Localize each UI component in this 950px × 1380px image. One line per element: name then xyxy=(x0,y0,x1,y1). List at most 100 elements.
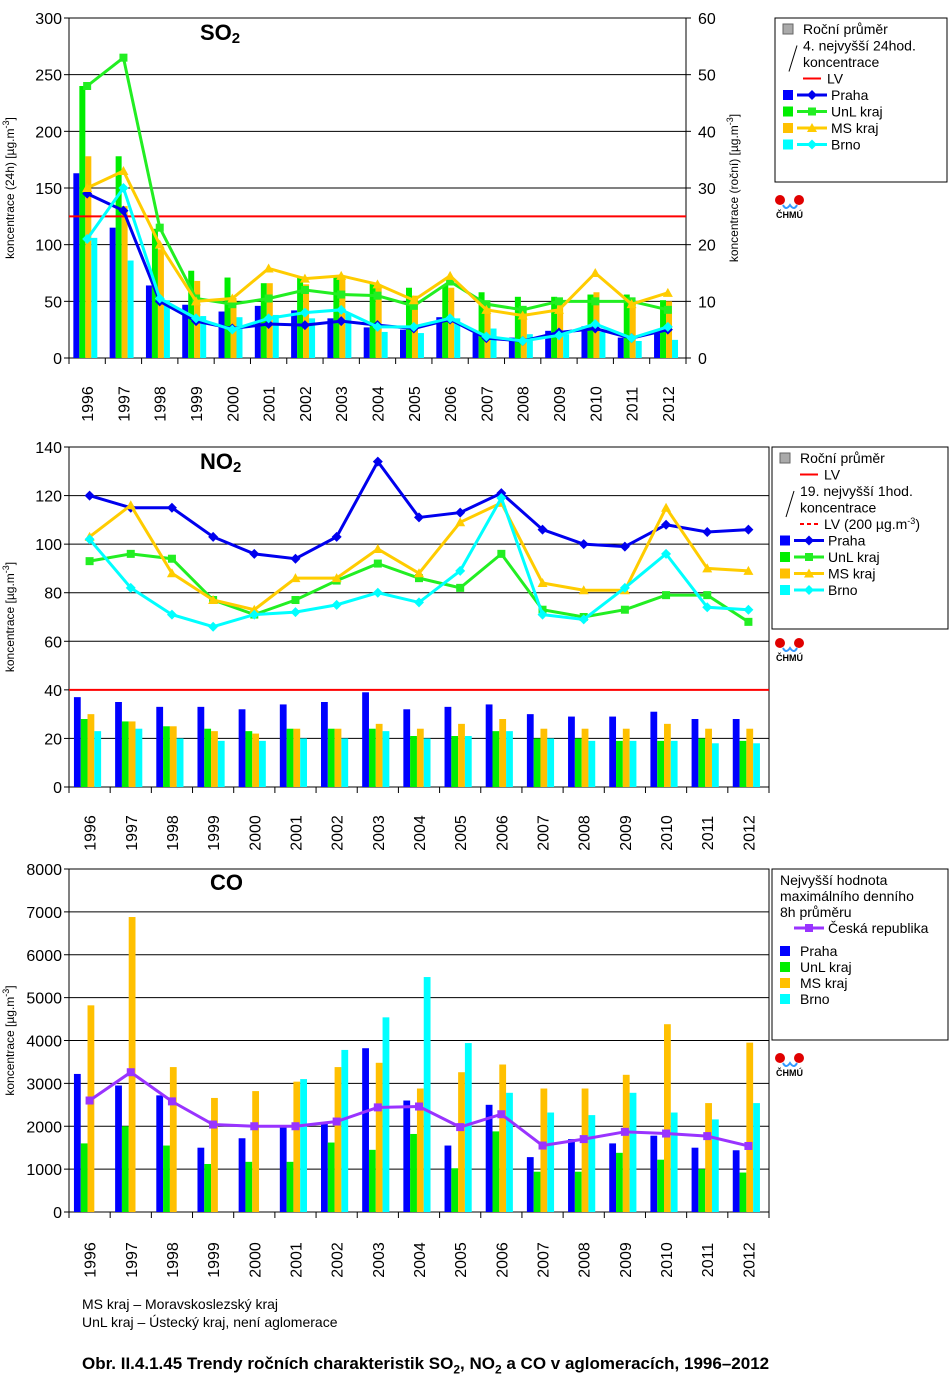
bar-ms-kraj xyxy=(581,1088,589,1212)
bar-unl-kraj xyxy=(551,296,558,358)
bar-praha xyxy=(279,1126,287,1212)
x-tick-label: 2011 xyxy=(625,387,642,422)
point-brno xyxy=(249,609,260,620)
point-praha xyxy=(208,531,219,542)
bar-ms-kraj xyxy=(252,1091,260,1212)
logo-dot-right xyxy=(794,1053,804,1063)
bar-praha xyxy=(109,227,116,358)
legend-label-exp: -3 xyxy=(907,516,915,526)
legend-label: Praha xyxy=(831,87,869,103)
point-unl-kraj xyxy=(264,294,273,303)
legend-label: Praha xyxy=(800,943,838,959)
point-unl-kraj xyxy=(415,574,423,583)
point-ms-kraj xyxy=(537,578,548,587)
caption-mid: , NO xyxy=(460,1354,495,1373)
x-tick-label: 2003 xyxy=(334,386,351,422)
bar-unl-kraj xyxy=(80,719,88,787)
legend-bracket-line xyxy=(788,45,798,72)
point-unl-kraj xyxy=(456,583,465,592)
point-praha xyxy=(619,541,630,552)
bar-praha xyxy=(568,1139,575,1212)
y2-tick-label: 0 xyxy=(698,351,707,368)
legend-marker-unl-kraj xyxy=(805,553,813,561)
legend-label-end: ) xyxy=(915,516,920,532)
bar-ms-kraj xyxy=(252,733,260,787)
point-ms-kraj xyxy=(372,544,383,553)
bar-brno xyxy=(753,1103,760,1212)
point-unl-kraj xyxy=(373,291,382,300)
series-line-unl-kraj xyxy=(86,55,669,312)
x-tick-label: 2007 xyxy=(479,386,496,422)
point-praha xyxy=(263,319,274,329)
bar-unl-kraj xyxy=(224,277,231,358)
chart-title: CO xyxy=(210,870,243,895)
point-unl-kraj xyxy=(126,549,135,558)
bar-praha xyxy=(291,310,298,358)
legend-label: koncentrace xyxy=(800,500,876,516)
legend-label: 19. nejvyšší 1hod. xyxy=(800,483,913,499)
bar-praha xyxy=(508,337,515,358)
y2-tick-label: 40 xyxy=(698,124,716,141)
bar-praha xyxy=(145,285,152,358)
point-brno xyxy=(118,183,129,193)
y-tick-label: 150 xyxy=(35,181,62,198)
x-tick-label: 1997 xyxy=(124,815,141,851)
x-tick-label: 2001 xyxy=(288,815,305,851)
x-tick-label: 2010 xyxy=(659,815,676,851)
bar-unl-kraj xyxy=(327,728,335,787)
bar-praha xyxy=(182,304,189,358)
bar-unl-kraj xyxy=(121,1126,129,1212)
x-tick-label: 2009 xyxy=(618,815,635,851)
point-brno xyxy=(372,587,383,598)
point-praha xyxy=(702,527,713,537)
point-brno xyxy=(290,607,301,618)
bar-brno xyxy=(454,318,461,358)
legend-swatch-annual xyxy=(782,23,794,35)
y2-tick-label: 30 xyxy=(698,181,716,198)
bar-unl-kraj xyxy=(79,86,86,358)
x-tick-label: 2012 xyxy=(661,386,678,422)
bar-unl-kraj xyxy=(514,296,521,358)
point-cr xyxy=(415,1102,423,1111)
legend-marker-unl-kraj xyxy=(808,107,816,116)
bar-praha xyxy=(362,692,369,787)
bar-unl-kraj xyxy=(163,726,170,787)
caption-suffix: a CO v aglomeracích, 1996–2012 xyxy=(501,1354,770,1373)
legend-label: UnL kraj xyxy=(828,549,880,565)
y-tick-label: 7000 xyxy=(26,905,62,922)
y-axis-label: koncentrace [µg.m-3] xyxy=(1,562,17,672)
y2-tick-label: 60 xyxy=(698,11,716,28)
series-line-unl-kraj xyxy=(89,551,750,624)
bar-unl-kraj xyxy=(492,731,500,787)
legend-label: Roční průměr xyxy=(803,21,888,37)
bar-praha xyxy=(444,706,452,787)
x-tick-label: 2002 xyxy=(330,815,347,851)
point-praha xyxy=(372,456,383,467)
point-brno xyxy=(414,597,424,608)
legend-marker-ms-kraj xyxy=(807,123,817,132)
y-tick-label: 100 xyxy=(35,238,62,255)
bar-praha xyxy=(238,709,246,787)
y-tick-label: 50 xyxy=(44,294,62,311)
x-tick-label: 2006 xyxy=(443,386,460,422)
bar-praha xyxy=(73,697,81,787)
y2-tick-label: 20 xyxy=(698,238,716,255)
bar-ms-kraj xyxy=(416,728,424,787)
point-brno xyxy=(372,321,383,332)
point-cr xyxy=(167,1097,176,1106)
point-praha xyxy=(336,316,347,327)
bar-brno xyxy=(91,237,98,358)
bar-unl-kraj xyxy=(451,1168,459,1212)
point-unl-kraj xyxy=(300,286,309,294)
bar-brno xyxy=(345,313,352,358)
bar-brno xyxy=(300,1079,307,1212)
bar-brno xyxy=(272,314,279,358)
bar-praha xyxy=(363,327,370,358)
logo-dot-right xyxy=(794,638,804,648)
point-unl-kraj xyxy=(744,617,753,626)
bar-ms-kraj xyxy=(622,1074,630,1212)
point-brno xyxy=(661,548,672,559)
bar-ms-kraj xyxy=(169,1067,177,1212)
